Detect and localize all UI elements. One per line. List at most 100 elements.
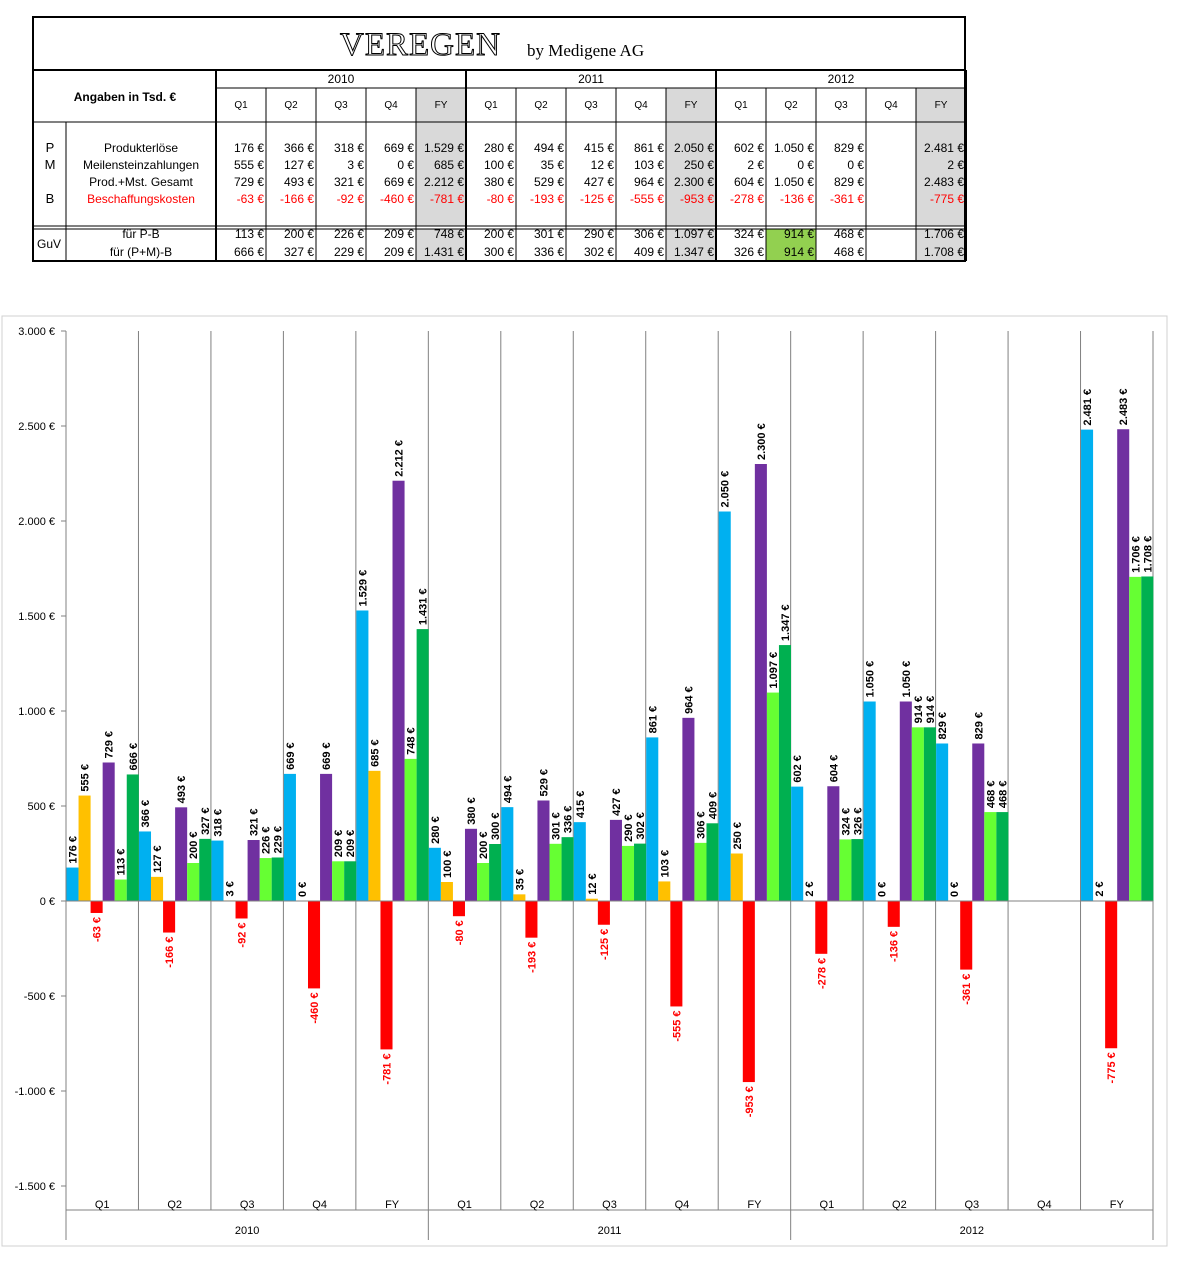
table-cell: 604 €: [734, 175, 764, 189]
data-label-negative: -953 €: [744, 1086, 756, 1117]
data-label: 35 €: [514, 869, 526, 890]
bar-fuer_pm_b: [1141, 576, 1154, 901]
data-label: 336 €: [563, 806, 575, 834]
table-cell: 0 €: [797, 158, 814, 172]
table-cell: 1.706 €: [924, 227, 964, 241]
data-label: 250 €: [732, 822, 744, 850]
data-label-negative: -125 €: [599, 929, 611, 960]
data-label: 1.708 €: [1142, 536, 1154, 573]
table-cell: 602 €: [734, 141, 764, 155]
table-cell: 1.050 €: [774, 175, 814, 189]
bar-gesamt: [609, 819, 622, 901]
data-label: 2.300 €: [756, 423, 768, 460]
period-header: Q1: [484, 100, 498, 111]
data-label: 669 €: [285, 742, 297, 770]
bar-fuer_pm_b: [778, 645, 791, 901]
table-cell: 306 €: [634, 227, 664, 241]
table-cell: 685 €: [434, 158, 464, 172]
table-cell: 1.097 €: [674, 227, 714, 241]
year-label: 2010: [235, 1225, 259, 1237]
table-cell: 1.529 €: [424, 141, 464, 155]
data-label: 200 €: [188, 831, 200, 859]
period-header: Q2: [284, 100, 298, 111]
table-cell: 326 €: [734, 245, 764, 259]
bar-fuer_p_b: [259, 858, 272, 901]
data-label: 301 €: [551, 812, 563, 840]
table-cell: 280 €: [484, 141, 514, 155]
fy-column-shade: [916, 229, 966, 261]
table-cell: 366 €: [284, 141, 314, 155]
period-header: Q1: [234, 100, 248, 111]
table-cell: 748 €: [434, 227, 464, 241]
bar-produkterloese: [1081, 429, 1094, 901]
table-cell: 2.481 €: [924, 141, 964, 155]
table-cell: 555 €: [234, 158, 264, 172]
bar-meilensteinzahlungen: [513, 894, 526, 901]
bar-produkterloese: [936, 743, 949, 901]
data-label-negative: -361 €: [961, 974, 973, 1005]
bar-beschaffungskosten: [90, 901, 103, 913]
table-cell: 493 €: [284, 175, 314, 189]
table-cell: 669 €: [384, 141, 414, 155]
data-label: 127 €: [152, 845, 164, 873]
bar-beschaffungskosten: [235, 901, 248, 919]
data-label: 669 €: [321, 742, 333, 770]
period-header: Q3: [334, 100, 348, 111]
data-label: 829 €: [973, 712, 985, 740]
data-label: 176 €: [68, 836, 80, 864]
table-cell: 666 €: [234, 245, 264, 259]
bar-fuer_p_b: [114, 879, 127, 901]
y-tick-label: 2.000 €: [18, 516, 55, 528]
table-cell: 318 €: [334, 141, 364, 155]
bar-gesamt: [899, 701, 912, 901]
x-tick-label: Q3: [240, 1199, 255, 1211]
data-label: 280 €: [430, 816, 442, 844]
unit-label: Angaben in Tsd. €: [74, 90, 177, 104]
table-cell: 209 €: [384, 227, 414, 241]
table-cell: 468 €: [834, 245, 864, 259]
table-cell: -92 €: [337, 192, 365, 206]
group-label-guv: GuV: [37, 237, 61, 251]
data-label: 326 €: [852, 808, 864, 836]
data-label: 2 €: [1094, 881, 1106, 896]
y-tick-label: -500 €: [24, 991, 55, 1003]
y-tick-label: 2.500 €: [18, 421, 55, 433]
bar-beschaffungskosten: [1105, 901, 1118, 1049]
period-header: Q2: [784, 100, 798, 111]
table-subtitle: by Medigene AG: [527, 41, 644, 60]
bar-produkterloese: [428, 847, 441, 901]
bar-produkterloese: [791, 786, 804, 901]
table-cell: 861 €: [634, 141, 664, 155]
bar-fuer_p_b: [477, 863, 490, 901]
table-cell: 0 €: [847, 158, 864, 172]
bar-fuer_p_b: [984, 812, 997, 901]
period-header: FY: [685, 100, 698, 111]
data-label: 1.097 €: [768, 652, 780, 689]
data-label: 100 €: [442, 850, 454, 878]
bar-gesamt: [1117, 429, 1130, 901]
period-header: Q3: [584, 100, 598, 111]
bar-produkterloese: [863, 701, 876, 901]
data-label: 300 €: [490, 812, 502, 840]
data-label-negative: -166 €: [164, 937, 176, 968]
group-letter: B: [46, 191, 55, 206]
bar-produkterloese: [138, 831, 152, 901]
data-label: 0 €: [949, 882, 961, 897]
data-label: 1.431 €: [418, 588, 430, 625]
data-label: 290 €: [623, 814, 635, 842]
table-cell: 200 €: [484, 227, 514, 241]
x-tick-label: Q1: [457, 1199, 472, 1211]
table-cell: 1.431 €: [424, 245, 464, 259]
year-label: 2011: [598, 1225, 622, 1237]
bar-fuer_p_b: [404, 758, 417, 901]
table-cell: 914 €: [784, 245, 814, 259]
data-label: 914 €: [925, 696, 937, 724]
bar-produkterloese: [211, 840, 224, 901]
bar-produkterloese: [646, 737, 659, 901]
x-tick-label: Q2: [167, 1199, 182, 1211]
bar-gesamt: [682, 717, 695, 901]
data-label-negative: -136 €: [889, 931, 901, 962]
table-cell: 226 €: [334, 227, 364, 241]
row-label: Produkterlöse: [104, 141, 178, 155]
data-label: 468 €: [985, 781, 997, 809]
